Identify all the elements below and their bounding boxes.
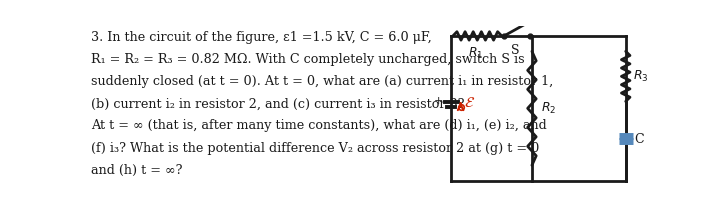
Text: (b) current i₂ in resistor 2, and (c) current i₃ in resistor 3?: (b) current i₂ in resistor 2, and (c) cu… [91, 97, 465, 110]
Text: S: S [510, 44, 519, 57]
Text: C: C [635, 133, 644, 146]
Text: $\mathcal{E}$: $\mathcal{E}$ [464, 96, 476, 110]
Text: R₁ = R₂ = R₃ = 0.82 MΩ. With C completely uncharged, switch S is: R₁ = R₂ = R₃ = 0.82 MΩ. With C completel… [91, 53, 525, 66]
Text: (f) i₃? What is the potential difference V₂ across resistor 2 at (g) t = 0: (f) i₃? What is the potential difference… [91, 141, 540, 154]
Text: $R_3$: $R_3$ [632, 69, 648, 84]
Text: At t = ∞ (that is, after many time constants), what are (d) i₁, (e) i₂, and: At t = ∞ (that is, after many time const… [91, 119, 547, 132]
Text: $R_2$: $R_2$ [541, 101, 557, 116]
Text: 3. In the circuit of the figure, ε1 =1.5 kV, C = 6.0 μF,: 3. In the circuit of the figure, ε1 =1.5… [91, 31, 432, 44]
Text: $R_1$: $R_1$ [468, 46, 484, 61]
Text: and (h) t = ∞?: and (h) t = ∞? [91, 164, 183, 177]
Text: suddenly closed (at t = 0). At t = 0, what are (a) current i₁ in resistor 1,: suddenly closed (at t = 0). At t = 0, wh… [91, 75, 554, 88]
Text: +: + [434, 96, 444, 106]
